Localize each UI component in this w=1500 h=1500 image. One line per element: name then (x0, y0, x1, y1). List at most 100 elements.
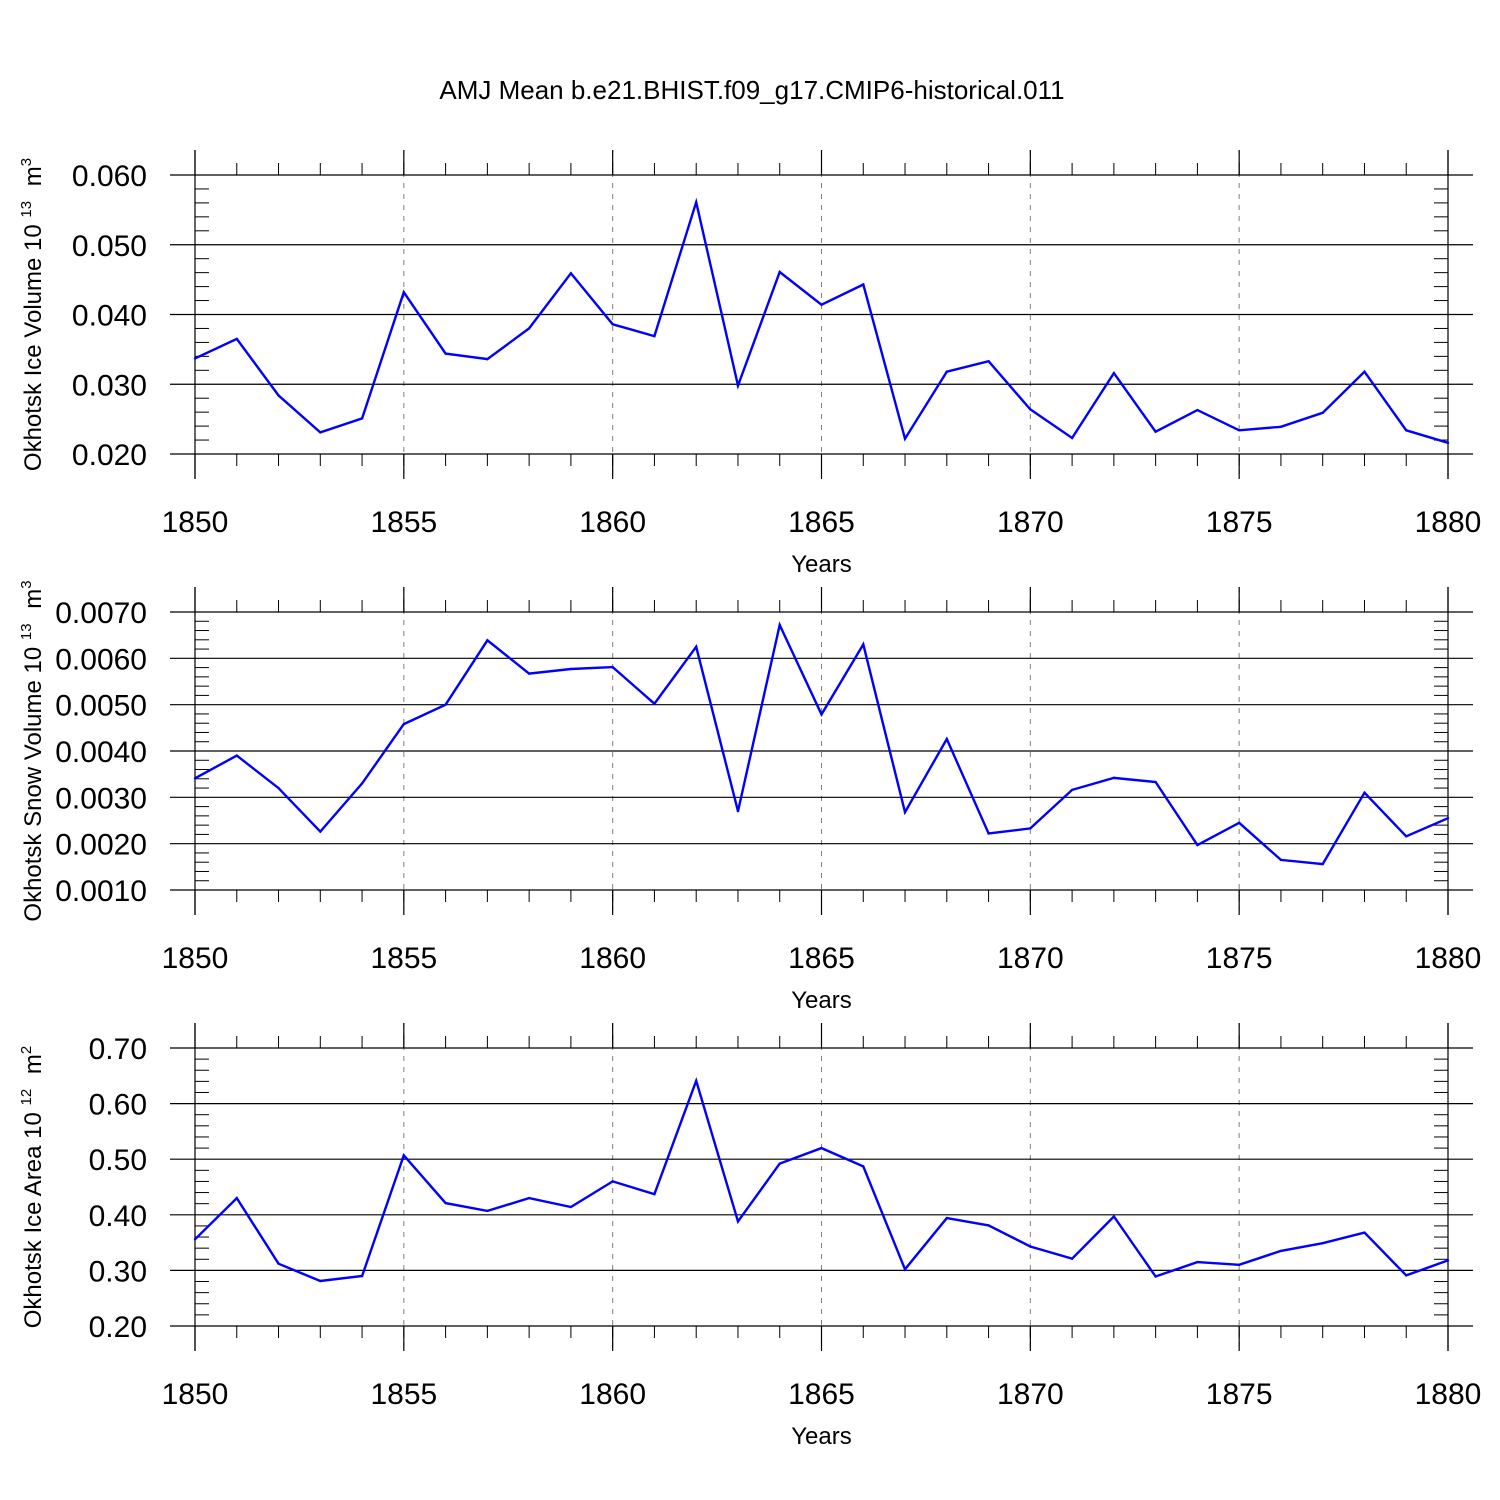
data-point (1237, 429, 1241, 432)
y-axis-label-ylabel-unit-exp: 3 (18, 158, 35, 166)
x-tick-label: 1860 (579, 1378, 646, 1411)
data-point (862, 1165, 865, 1168)
data-point (569, 667, 573, 671)
x-tick-label: 1855 (370, 942, 437, 975)
y-axis-label-ylabel-exp: 12 (18, 1089, 35, 1106)
data-point (569, 272, 573, 275)
data-point (402, 290, 406, 294)
x-tick-label: 1850 (162, 1378, 229, 1411)
y-axis-label: Okhotsk Ice Area 10 12 m2 (18, 1046, 47, 1329)
data-point (277, 394, 280, 397)
data-point (527, 672, 531, 675)
y-axis-label-ylabel-exp: 13 (18, 623, 35, 640)
data-point (987, 360, 990, 363)
data-point (402, 1154, 406, 1157)
data-point (903, 1268, 907, 1271)
y-tick-label: 0.20 (89, 1311, 147, 1344)
data-point (611, 1180, 614, 1183)
y-tick-label: 0.030 (72, 369, 147, 402)
data-point (193, 357, 197, 360)
x-tick-label: 1855 (370, 506, 437, 539)
data-point (695, 1079, 698, 1083)
y-tick-label: 0.40 (89, 1200, 147, 1233)
data-point (486, 357, 489, 361)
data-point (862, 283, 865, 286)
y-axis-label-ylabel-unit: m (20, 166, 47, 193)
data-point (1237, 821, 1241, 825)
chart-panel-2: 0.0010 0.0020 0.0030 0.0040 0.0050 0.0060 0.00… (18, 580, 1481, 1014)
data-point (1279, 425, 1283, 428)
data-point (193, 777, 197, 780)
x-tick-label: 1870 (997, 506, 1064, 539)
x-tick-label: 1865 (788, 506, 855, 539)
data-point (277, 786, 280, 790)
y-tick-label: 0.0070 (55, 597, 147, 630)
chart-title: AMJ Mean b.e21.BHIST.f09_g17.CMIP6-histo… (439, 75, 1064, 105)
data-point (695, 201, 698, 204)
data-point (903, 437, 907, 440)
data-point (319, 431, 322, 434)
data-point (277, 1262, 280, 1265)
data-point (235, 337, 238, 341)
x-tick-label: 1865 (788, 942, 855, 975)
y-tick-label: 0.0050 (55, 690, 147, 723)
y-axis-label: Okhotsk Ice Volume 10 13 m3 (18, 158, 47, 471)
y-tick-label: 0.70 (89, 1033, 147, 1066)
data-point (1321, 1241, 1324, 1245)
y-tick-label: 0.0060 (55, 643, 147, 676)
chart-panel-3: 0.20 0.30 0.40 0.50 0.60 0.70 1850 1855 1860 1865… (18, 1023, 1481, 1450)
data-point (945, 370, 948, 373)
data-point (987, 832, 990, 835)
data-point (360, 782, 364, 785)
data-point (1196, 843, 1199, 847)
x-tick-label: 1850 (162, 942, 229, 975)
data-point (235, 1196, 238, 1200)
data-point (1196, 408, 1199, 412)
data-point (1070, 1257, 1074, 1260)
x-tick-label: 1875 (1206, 942, 1273, 975)
y-tick-label: 0.0010 (55, 875, 147, 908)
y-tick-label: 0.50 (89, 1144, 147, 1177)
x-tick-label: 1870 (997, 1378, 1064, 1411)
x-axis-label: Years (791, 987, 852, 1014)
data-point (527, 327, 531, 330)
data-point (611, 665, 614, 669)
data-point (820, 1146, 823, 1150)
data-point (1279, 1249, 1283, 1253)
data-point (1363, 791, 1366, 794)
x-tick-label: 1880 (1415, 506, 1482, 539)
x-tick-label: 1860 (579, 506, 646, 539)
data-point (486, 639, 489, 642)
data-point (1446, 441, 1450, 445)
x-tick-label: 1860 (579, 942, 646, 975)
x-tick-label: 1875 (1206, 1378, 1273, 1411)
data-point (1154, 430, 1157, 433)
y-tick-label: 0.0040 (55, 736, 147, 769)
y-axis-label-ylabel-text: Okhotsk Ice Volume 10 (20, 218, 47, 471)
data-point (1070, 788, 1074, 792)
x-axis-label: Years (791, 551, 852, 578)
data-point (402, 722, 406, 726)
data-point (695, 645, 698, 648)
y-axis-label-ylabel-unit: m (20, 1054, 47, 1081)
data-point (235, 754, 238, 757)
data-point (903, 810, 907, 814)
chart-panels: 0.020 0.030 0.040 0.050 0.060 1850 1855 1860 186… (18, 150, 1481, 1450)
x-tick-label: 1870 (997, 942, 1064, 975)
data-point (527, 1196, 531, 1200)
data-point (569, 1205, 573, 1209)
data-point (653, 334, 656, 338)
x-tick-label: 1880 (1415, 942, 1482, 975)
y-axis-label-ylabel-unit-exp: 2 (18, 1046, 35, 1054)
data-point (778, 1162, 781, 1165)
data-point (1070, 436, 1074, 440)
data-point (1154, 1275, 1157, 1278)
x-tick-label: 1875 (1206, 506, 1273, 539)
data-point (1237, 1263, 1241, 1267)
data-point (319, 830, 322, 833)
data-point (1405, 1274, 1408, 1277)
data-point (778, 623, 781, 627)
data-point (444, 703, 447, 706)
data-point (319, 1279, 322, 1283)
chart-panel-1: 0.020 0.030 0.040 0.050 0.060 1850 1855 1860 186… (18, 150, 1481, 578)
